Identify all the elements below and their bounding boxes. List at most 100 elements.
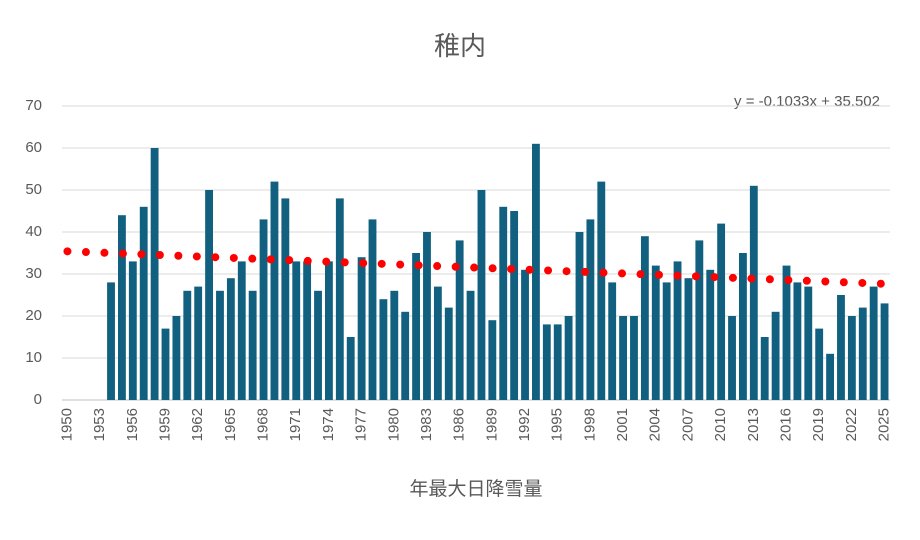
x-tick-label: 2004 — [647, 408, 664, 441]
bar — [837, 295, 845, 400]
bar — [107, 282, 115, 400]
x-tick-label: 1959 — [156, 408, 173, 441]
x-tick-label: 2010 — [712, 408, 729, 441]
x-tick-label: 1956 — [124, 408, 141, 441]
bar — [706, 269, 715, 400]
bar — [346, 337, 355, 400]
bar — [379, 299, 388, 400]
bar — [117, 215, 126, 400]
bar — [128, 261, 137, 400]
y-tick-label: 20 — [25, 307, 42, 324]
bar — [466, 290, 475, 400]
bar — [499, 206, 508, 400]
bar — [281, 198, 290, 400]
bar — [630, 316, 638, 400]
x-tick-label: 2019 — [810, 408, 827, 441]
bar — [510, 211, 519, 400]
bar — [749, 185, 758, 400]
bar — [183, 290, 192, 400]
trendline — [63, 247, 889, 288]
bar — [455, 240, 464, 400]
y-tick-label: 30 — [25, 265, 42, 282]
x-tick-label: 1962 — [189, 408, 206, 441]
bar — [357, 257, 366, 400]
bar — [553, 324, 562, 400]
x-tick-label: 1989 — [483, 408, 500, 441]
x-tick-label: 1971 — [287, 408, 304, 441]
bar — [782, 265, 791, 400]
bar — [586, 219, 595, 400]
x-tick-label: 2025 — [876, 408, 893, 441]
x-tick-label: 1977 — [353, 408, 370, 441]
bar — [597, 181, 606, 400]
x-axis-label: 年最大日降雪量 — [409, 478, 542, 500]
y-tick-label: 40 — [25, 223, 42, 240]
x-tick-label: 2001 — [614, 408, 631, 441]
bar — [270, 181, 279, 400]
bar — [815, 328, 824, 400]
y-tick-label: 70 — [25, 97, 42, 114]
bar — [858, 307, 867, 400]
bar — [662, 282, 671, 400]
chart-title: 稚内 — [434, 31, 486, 61]
x-tick-label: 1998 — [581, 408, 598, 441]
x-tick-label: 1995 — [549, 408, 566, 441]
bar — [292, 261, 301, 400]
bar — [259, 219, 268, 400]
x-tick-label: 2022 — [843, 408, 860, 441]
bar — [531, 143, 540, 401]
x-tick-label: 1950 — [58, 408, 75, 441]
bar — [804, 286, 813, 400]
bar — [826, 353, 835, 400]
bar — [412, 253, 421, 400]
bar — [684, 278, 693, 400]
bar — [172, 316, 181, 400]
x-tick-label: 1974 — [320, 408, 337, 441]
bar — [542, 324, 551, 400]
bar — [324, 261, 333, 400]
bar — [423, 232, 431, 400]
bar — [401, 311, 410, 400]
bar — [717, 223, 726, 400]
bar — [150, 148, 159, 400]
x-tick-label: 1992 — [516, 408, 533, 441]
bar — [368, 219, 377, 400]
y-tick-label: 50 — [25, 181, 42, 198]
y-tick-label: 60 — [25, 139, 42, 156]
bar — [194, 286, 203, 400]
bar — [303, 261, 312, 400]
bar — [433, 286, 442, 400]
bar — [335, 198, 344, 400]
bar — [771, 311, 780, 400]
bar — [847, 316, 856, 400]
bar — [248, 290, 257, 400]
bar — [640, 236, 649, 400]
x-tick-label: 1986 — [451, 408, 468, 441]
x-tick-label: 2016 — [777, 408, 794, 441]
x-tick-label: 1953 — [91, 408, 108, 441]
bar — [226, 278, 235, 400]
bar — [651, 265, 660, 400]
bar — [760, 337, 769, 400]
bar — [880, 303, 889, 400]
bar — [488, 320, 497, 400]
x-tick-label: 2013 — [745, 408, 762, 441]
bar — [575, 232, 584, 400]
y-tick-label: 10 — [25, 349, 42, 366]
bar — [205, 190, 214, 400]
bar — [619, 316, 628, 400]
bar — [793, 282, 802, 400]
x-tick-label: 1983 — [418, 408, 435, 441]
x-tick-label: 1965 — [222, 408, 239, 441]
bar — [869, 286, 878, 400]
bar — [521, 269, 529, 400]
bar — [673, 261, 682, 400]
bar — [444, 307, 453, 400]
bar — [237, 261, 246, 400]
bar — [216, 290, 224, 400]
bar — [608, 282, 617, 400]
x-tick-label: 1980 — [385, 408, 402, 441]
bar — [695, 240, 704, 400]
bar — [564, 316, 573, 400]
